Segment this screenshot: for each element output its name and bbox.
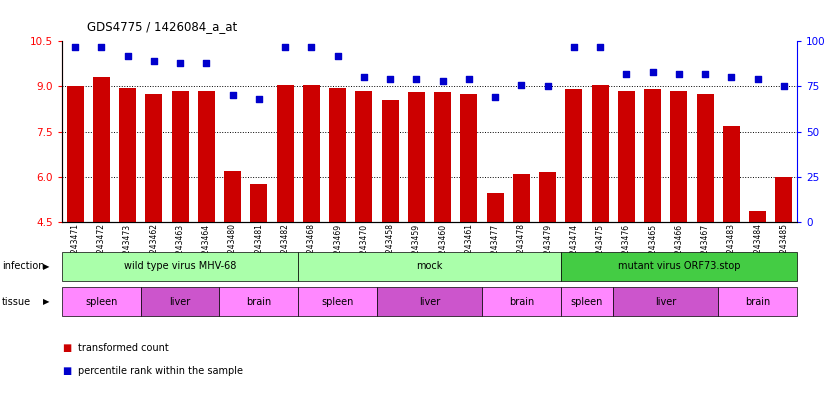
Bar xyxy=(618,91,635,222)
Bar xyxy=(145,94,163,222)
Point xyxy=(383,76,396,83)
Bar xyxy=(723,126,740,222)
Text: mutant virus ORF73.stop: mutant virus ORF73.stop xyxy=(618,261,740,271)
Point xyxy=(672,71,686,77)
Bar xyxy=(644,90,662,222)
Point xyxy=(95,44,108,50)
Point xyxy=(278,44,292,50)
Bar xyxy=(224,171,241,222)
Bar xyxy=(749,211,767,222)
Text: tissue: tissue xyxy=(2,297,31,307)
Text: wild type virus MHV-68: wild type virus MHV-68 xyxy=(124,261,236,271)
Text: mock: mock xyxy=(416,261,443,271)
Bar xyxy=(591,85,609,222)
Point xyxy=(751,76,764,83)
Point xyxy=(777,83,790,90)
Point xyxy=(410,76,423,83)
Point xyxy=(358,74,371,81)
Bar xyxy=(539,172,556,222)
Point xyxy=(436,78,449,84)
Point xyxy=(305,44,318,50)
Bar xyxy=(460,94,477,222)
Point xyxy=(620,71,633,77)
Bar xyxy=(776,177,792,222)
Point xyxy=(594,44,607,50)
Bar xyxy=(355,91,373,222)
Bar xyxy=(119,88,136,222)
Bar xyxy=(408,92,425,222)
Bar xyxy=(303,85,320,222)
Point xyxy=(121,53,134,59)
Text: brain: brain xyxy=(745,297,771,307)
Bar xyxy=(250,184,268,222)
Point xyxy=(646,69,659,75)
Text: percentile rank within the sample: percentile rank within the sample xyxy=(78,366,244,376)
Text: GDS4775 / 1426084_a_at: GDS4775 / 1426084_a_at xyxy=(87,20,237,33)
Text: spleen: spleen xyxy=(85,297,117,307)
Bar xyxy=(67,86,83,222)
Point xyxy=(200,60,213,66)
Text: spleen: spleen xyxy=(321,297,354,307)
Bar xyxy=(277,85,294,222)
Point xyxy=(173,60,187,66)
Text: liver: liver xyxy=(169,297,191,307)
Text: liver: liver xyxy=(419,297,440,307)
Bar xyxy=(172,91,188,222)
Bar xyxy=(329,88,346,222)
Text: ▶: ▶ xyxy=(43,297,50,306)
Text: ■: ■ xyxy=(62,343,71,353)
Text: infection: infection xyxy=(2,261,44,271)
Point xyxy=(699,71,712,77)
Text: ■: ■ xyxy=(62,366,71,376)
Bar xyxy=(487,193,504,222)
Bar xyxy=(382,100,399,222)
Text: brain: brain xyxy=(509,297,534,307)
Bar xyxy=(434,92,451,222)
Bar xyxy=(93,77,110,222)
Point xyxy=(541,83,554,90)
Point xyxy=(331,53,344,59)
Bar xyxy=(565,90,582,222)
Bar xyxy=(696,94,714,222)
Bar xyxy=(513,174,530,222)
Point xyxy=(252,96,265,102)
Bar xyxy=(671,91,687,222)
Text: liver: liver xyxy=(655,297,676,307)
Text: ▶: ▶ xyxy=(43,262,50,271)
Point xyxy=(515,81,528,88)
Text: brain: brain xyxy=(246,297,272,307)
Point xyxy=(147,58,160,64)
Point xyxy=(567,44,581,50)
Point xyxy=(69,44,82,50)
Text: spleen: spleen xyxy=(571,297,603,307)
Text: transformed count: transformed count xyxy=(78,343,169,353)
Point xyxy=(725,74,738,81)
Point xyxy=(226,92,240,99)
Point xyxy=(488,94,501,101)
Bar xyxy=(197,91,215,222)
Point xyxy=(463,76,476,83)
